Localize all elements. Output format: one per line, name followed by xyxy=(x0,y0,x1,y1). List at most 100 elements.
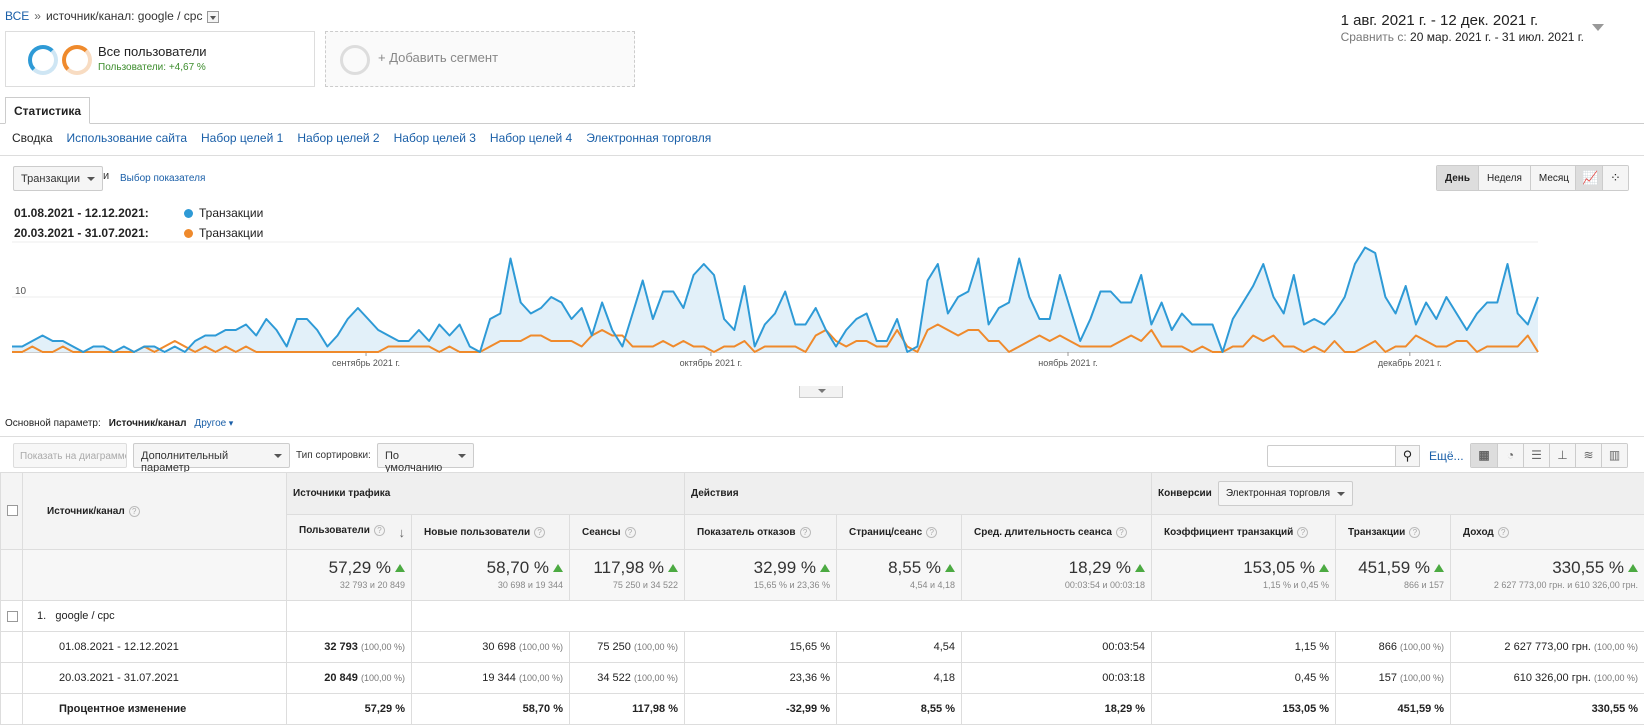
advanced-filter-link[interactable]: Ещё... xyxy=(1429,449,1464,463)
select-all-checkbox[interactable] xyxy=(7,505,18,517)
total-change-value: 8,55 % xyxy=(888,558,941,577)
breadcrumb-dropdown-icon[interactable] xyxy=(207,11,220,23)
help-icon[interactable]: ? xyxy=(624,526,636,538)
period-button[interactable]: День xyxy=(1437,166,1478,190)
chart-collapse-handle[interactable] xyxy=(799,386,843,398)
help-icon[interactable]: ? xyxy=(799,526,811,538)
help-icon[interactable]: ? xyxy=(534,526,546,538)
total-cell: 8,55 % 4,54 и 4,18 xyxy=(836,549,962,601)
row-value-cell: 00:03:54 xyxy=(960,631,1153,663)
subnav-item[interactable]: Набор целей 4 xyxy=(489,131,573,145)
total-change-value: 57,29 % xyxy=(328,558,391,577)
total-change: 8,55 % xyxy=(843,558,955,578)
table-search-input[interactable] xyxy=(1267,445,1397,467)
report-table: Источник/канал? Источники трафика Действ… xyxy=(0,472,1644,725)
help-icon[interactable]: ? xyxy=(128,505,140,517)
help-icon[interactable]: ? xyxy=(926,526,938,538)
row-value: 117,98 % xyxy=(632,703,678,715)
row-value-cell: 58,70 % xyxy=(411,693,570,725)
subnav-item[interactable]: Набор целей 2 xyxy=(297,131,380,145)
help-icon[interactable]: ? xyxy=(1115,526,1127,538)
row-value: 30 698 xyxy=(482,641,516,653)
column-header-row: Пользователи? ↓ Новые пользователи? Сеансы?… xyxy=(1,514,1644,550)
primary-dimension-other-link[interactable]: Другое xyxy=(194,418,233,429)
y-tick-label: 10 xyxy=(15,286,27,297)
column-header[interactable]: Новые пользователи? xyxy=(411,514,570,550)
row-value-cell: 34 522 (100,00 %) xyxy=(569,662,685,694)
row-value: 8,55 % xyxy=(920,703,955,715)
row-dimension-link[interactable]: google / cpc xyxy=(55,610,115,622)
y-tick-label: 20 xyxy=(15,240,27,242)
series-previous-line xyxy=(12,323,1539,353)
row-value: 153,05 % xyxy=(1282,703,1330,715)
table-row[interactable]: 1. google / cpc xyxy=(0,600,1644,632)
segment-all-users[interactable]: Все пользователи Пользователи: +4,67 % xyxy=(5,31,315,87)
plot-rows-button[interactable]: Показать на диаграмме xyxy=(13,443,127,468)
row-value-cell: 75 250 (100,00 %) xyxy=(569,631,685,663)
subnav-item[interactable]: Сводка xyxy=(12,131,53,145)
bar-icon[interactable]: ☰ xyxy=(1523,444,1549,467)
row-checkbox[interactable] xyxy=(7,610,18,622)
add-segment-button[interactable]: + Добавить сегмент xyxy=(325,31,635,87)
dimension-header[interactable]: Источник/канал? xyxy=(22,472,287,550)
column-header[interactable]: Сеансы? xyxy=(569,514,685,550)
breadcrumb-all-link[interactable]: ВСЕ xyxy=(5,9,30,23)
pick-metric-link[interactable]: Выбор показателя xyxy=(120,173,206,184)
table-row: Процентное изменение 57,29 % 58,70 % 117,98… xyxy=(0,693,1644,725)
help-icon[interactable]: ? xyxy=(373,524,385,536)
total-cell: 58,70 % 30 698 и 19 344 xyxy=(411,549,570,601)
increase-arrow-icon xyxy=(1628,564,1639,572)
pivot-icon[interactable]: ▥ xyxy=(1601,444,1627,467)
help-icon[interactable]: ? xyxy=(1297,526,1309,538)
search-icon[interactable]: ⚲ xyxy=(1395,445,1420,467)
subnav-item[interactable]: Набор целей 3 xyxy=(393,131,476,145)
series-current-line xyxy=(12,246,1539,353)
sort-desc-icon[interactable]: ↓ xyxy=(398,524,406,540)
date-range-compare: Сравнить с: 20 мар. 2021 г. - 31 июл. 20… xyxy=(1341,30,1584,44)
transactions-chart[interactable]: 10 20 сентябрь 2021 г. октябрь 2021 г. ноябр… xyxy=(12,240,1612,386)
column-header[interactable]: Пользователи? ↓ xyxy=(286,514,412,550)
subnav-item[interactable]: Электронная торговля xyxy=(586,131,712,145)
primary-dimension-label: Основной параметр: xyxy=(5,418,101,429)
tab-divider xyxy=(0,123,1644,124)
row-value-cell: 330,55 % xyxy=(1450,693,1644,725)
date-range-picker[interactable]: 1 авг. 2021 г. - 12 дек. 2021 г. Сравнит… xyxy=(1341,12,1584,44)
motion-chart-icon[interactable]: ⁘ xyxy=(1602,166,1628,190)
subnav-item[interactable]: Набор целей 1 xyxy=(201,131,284,145)
date-range-caret-icon[interactable] xyxy=(1592,24,1604,31)
tab-statistics[interactable]: Статистика xyxy=(5,97,91,124)
column-header[interactable]: Показатель отказов? xyxy=(684,514,837,550)
segment-ring-blue-icon xyxy=(28,45,58,75)
sort-type-dropdown[interactable]: По умолчанию xyxy=(377,443,474,474)
help-icon[interactable]: ? xyxy=(1409,526,1421,538)
row-percent: (100,00 %) xyxy=(1594,673,1639,683)
pie-icon[interactable]: ◔ xyxy=(1497,444,1523,467)
compare-icon[interactable]: ⊥ xyxy=(1549,444,1575,467)
row-value: -32,99 % xyxy=(785,703,830,715)
column-header[interactable]: Доход? xyxy=(1450,514,1644,550)
row-value: 2 627 773,00 грн. xyxy=(1504,641,1591,653)
row-value-cell: 117,98 % xyxy=(569,693,685,725)
help-icon[interactable]: ? xyxy=(1497,526,1509,538)
row-value-cell: 8,55 % xyxy=(836,693,962,725)
grid-icon[interactable]: ▦ xyxy=(1471,444,1497,467)
total-change: 32,99 % xyxy=(691,558,830,578)
column-header[interactable]: Сред. длительность сеанса? xyxy=(960,514,1153,550)
conversion-type-dropdown[interactable]: Электронная торговля xyxy=(1217,481,1353,506)
period-button[interactable]: Месяц xyxy=(1529,166,1578,190)
column-header[interactable]: Коэффициент транзакций? xyxy=(1151,514,1337,550)
column-header[interactable]: Транзакции? xyxy=(1335,514,1452,550)
x-tick-label: октябрь 2021 г. xyxy=(680,358,743,368)
row-empty-cell xyxy=(0,631,23,663)
row-percent: (100,00 %) xyxy=(1594,642,1639,652)
metric-dropdown[interactable]: Транзакции xyxy=(13,166,103,191)
line-chart-icon[interactable]: 📈 xyxy=(1576,166,1602,190)
term-cloud-icon[interactable]: ≋ xyxy=(1575,444,1601,467)
subnav-item[interactable]: Использование сайта xyxy=(66,131,188,145)
total-values: 1,15 % и 0,45 % xyxy=(1262,580,1330,590)
secondary-dimension-dropdown[interactable]: Дополнительный параметр xyxy=(133,443,290,474)
total-values: 32 793 и 20 849 xyxy=(339,580,405,590)
total-cell: 451,59 % 866 и 157 xyxy=(1335,549,1452,601)
period-button[interactable]: Неделя xyxy=(1478,166,1530,190)
column-header[interactable]: Страниц/сеанс? xyxy=(836,514,962,550)
